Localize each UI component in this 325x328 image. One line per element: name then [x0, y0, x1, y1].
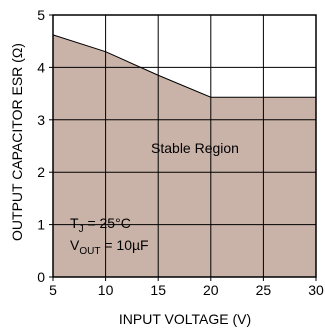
tj-annotation: TJ = 25°C [70, 215, 131, 235]
region-label: Stable Region [151, 140, 239, 156]
tj-subscript: J [79, 224, 84, 235]
x-tick-label: 25 [256, 282, 272, 298]
y-tick-label: 3 [37, 112, 45, 128]
stable-region-area [53, 34, 316, 277]
x-tick-label: 10 [98, 282, 114, 298]
vout-value: = 10µF [100, 237, 148, 253]
grid-layer [52, 14, 317, 278]
vout-subscript: OUT [79, 246, 100, 257]
x-tick-label: 20 [203, 282, 219, 298]
x-tick-label: 5 [49, 282, 57, 298]
x-tick-label: 30 [308, 282, 324, 298]
plot-frame [52, 14, 317, 278]
tj-prefix: T [70, 215, 79, 231]
y-tick-label: 2 [37, 164, 45, 180]
tick-layer: 5 10 15 20 25 30 0 1 2 3 4 5 [37, 7, 324, 298]
vout-prefix: V [70, 237, 80, 253]
y-tick-label: 4 [37, 59, 45, 75]
x-axis-title: INPUT VOLTAGE (V) [119, 311, 251, 327]
y-tick-label: 0 [37, 269, 45, 285]
tj-value: = 25°C [84, 215, 131, 231]
x-tick-label: 15 [150, 282, 166, 298]
y-tick-label: 1 [37, 217, 45, 233]
y-tick-label: 5 [37, 7, 45, 23]
y-axis-title: OUTPUT CAPACITOR ESR (Ω) [9, 43, 25, 241]
vout-annotation: VOUT = 10µF [70, 237, 149, 257]
